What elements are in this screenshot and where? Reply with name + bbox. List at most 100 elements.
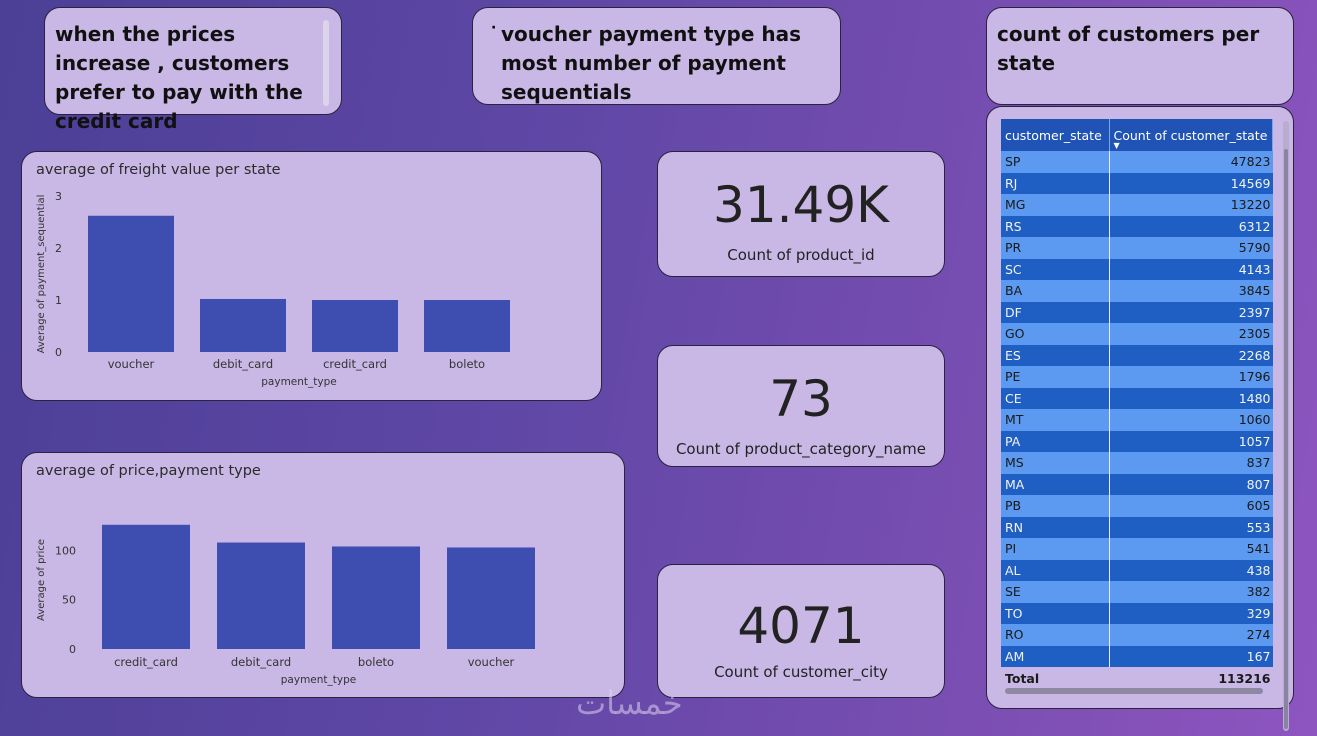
table-row[interactable]: PB 605 (1001, 495, 1273, 517)
table-row[interactable]: RJ 14569 (1001, 172, 1273, 194)
cell-state: RO (1001, 624, 1110, 646)
cell-state: BA (1001, 280, 1110, 302)
table-row[interactable]: AM 167 (1001, 645, 1273, 667)
insight-card-credit: when the prices increase , customers pre… (44, 7, 342, 133)
total-label: Total (1001, 667, 1109, 689)
cell-state: MA (1001, 473, 1110, 495)
kpi-value-categories: 73 (769, 370, 833, 428)
y-axis-title: Average of payment_sequential (36, 195, 47, 354)
table-row[interactable]: RO 274 (1001, 624, 1273, 646)
x-tick-label: credit_card (323, 357, 387, 371)
watermark-logo: خمسات (576, 684, 683, 722)
table-row[interactable]: SE 382 (1001, 581, 1273, 603)
cell-state: GO (1001, 323, 1110, 345)
x-tick-label: voucher (468, 655, 515, 669)
cell-state: PI (1001, 538, 1110, 560)
cell-count: 1480 (1109, 387, 1273, 409)
bullet-dot: · (491, 20, 497, 36)
cell-state: PB (1001, 495, 1110, 517)
column-header-state[interactable]: customer_state (1001, 119, 1110, 151)
cell-state: SC (1001, 258, 1110, 280)
cell-count: 1057 (1109, 430, 1273, 452)
chart-freight: 0 1 2 3 voucher debit_card credit_card boleto pa… (36, 190, 510, 388)
y-tick-label: 3 (55, 190, 62, 203)
insight-text-credit: when the prices increase , customers pre… (55, 22, 303, 133)
kpi-label-categories: Count of product_category_name (675, 440, 927, 458)
bar[interactable] (447, 547, 535, 649)
cell-count: 167 (1109, 645, 1273, 667)
table-row[interactable]: PI 541 (1001, 538, 1273, 560)
table-row[interactable]: CE 1480 (1001, 387, 1273, 409)
bar[interactable] (88, 215, 174, 352)
cell-state: ES (1001, 344, 1110, 366)
kpi-card-products: 31.49K Count of product_id (657, 151, 945, 277)
cell-count: 382 (1109, 581, 1273, 603)
x-tick-label: boleto (358, 655, 394, 669)
table-row[interactable]: MS 837 (1001, 452, 1273, 474)
cell-state: PR (1001, 237, 1110, 259)
chart-card-freight: average of freight value per state 0 1 2 3 v… (21, 151, 602, 401)
y-tick-label: 100 (55, 544, 76, 557)
cell-state: DF (1001, 301, 1110, 323)
cell-count: 6312 (1109, 215, 1273, 237)
bar[interactable] (200, 298, 286, 352)
bar[interactable] (312, 300, 398, 352)
card-scrollbar[interactable] (323, 20, 329, 106)
chart-price: 0 50 100 credit_card debit_card boleto voucher… (36, 524, 535, 686)
table-row[interactable]: MG 13220 (1001, 194, 1273, 216)
bar[interactable] (424, 300, 510, 352)
x-axis-title: payment_type (261, 376, 336, 388)
x-tick-label: voucher (108, 357, 155, 371)
cell-count: 807 (1109, 473, 1273, 495)
table-row[interactable]: MA 807 (1001, 473, 1273, 495)
kpi-value-products: 31.49K (713, 176, 889, 234)
kpi-label-products: Count of product_id (727, 246, 875, 264)
bar[interactable] (217, 542, 305, 649)
cell-state: MT (1001, 409, 1110, 431)
table-row[interactable]: PE 1796 (1001, 366, 1273, 388)
table-row[interactable]: GO 2305 (1001, 323, 1273, 345)
total-value: 113216 (1109, 667, 1273, 689)
table-row[interactable]: RN 553 (1001, 516, 1273, 538)
y-tick-label: 2 (55, 242, 62, 255)
cell-count: 438 (1109, 559, 1273, 581)
cell-count: 274 (1109, 624, 1273, 646)
table-row[interactable]: PA 1057 (1001, 430, 1273, 452)
cell-state: CE (1001, 387, 1110, 409)
insight-card-state: count of customers per state (986, 7, 1294, 105)
state-table: customer_state Count of customer_state ▼… (1001, 119, 1273, 689)
table-row[interactable]: DF 2397 (1001, 301, 1273, 323)
table-row[interactable]: TO 329 (1001, 602, 1273, 624)
table-row[interactable]: PR 5790 (1001, 237, 1273, 259)
cell-count: 329 (1109, 602, 1273, 624)
cell-count: 5790 (1109, 237, 1273, 259)
cell-count: 1060 (1109, 409, 1273, 431)
column-header-count[interactable]: Count of customer_state ▼ (1109, 119, 1273, 151)
chart-title-freight: average of freight value per state (36, 162, 281, 178)
table-viewport: customer_state Count of customer_state ▼… (1001, 119, 1273, 691)
table-row[interactable]: SC 4143 (1001, 258, 1273, 280)
cell-state: TO (1001, 602, 1110, 624)
cell-count: 47823 (1109, 151, 1273, 173)
table-row[interactable]: AL 438 (1001, 559, 1273, 581)
table-row[interactable]: SP 47823 (1001, 151, 1273, 173)
cell-count: 837 (1109, 452, 1273, 474)
cell-count: 553 (1109, 516, 1273, 538)
sort-descending-icon: ▼ (1113, 141, 1120, 150)
horizontal-scrollbar[interactable] (1005, 688, 1263, 694)
table-row[interactable]: BA 3845 (1001, 280, 1273, 302)
cell-state: SE (1001, 581, 1110, 603)
cell-count: 3845 (1109, 280, 1273, 302)
table-row[interactable]: ES 2268 (1001, 344, 1273, 366)
bar[interactable] (332, 546, 420, 649)
chart-card-price: average of price,payment type 0 50 100 cred… (21, 452, 625, 698)
bar[interactable] (102, 524, 190, 649)
y-tick-label: 50 (62, 594, 76, 607)
table-row[interactable]: MT 1060 (1001, 409, 1273, 431)
table-row[interactable]: RS 6312 (1001, 215, 1273, 237)
y-axis-title: Average of price (36, 539, 47, 621)
insight-text-voucher: voucher payment type has most number of … (501, 22, 801, 104)
vertical-scroll-thumb[interactable] (1284, 149, 1288, 729)
kpi-card-categories: 73 Count of product_category_name (657, 345, 945, 467)
insight-card-voucher: · voucher payment type has most number o… (472, 7, 841, 105)
